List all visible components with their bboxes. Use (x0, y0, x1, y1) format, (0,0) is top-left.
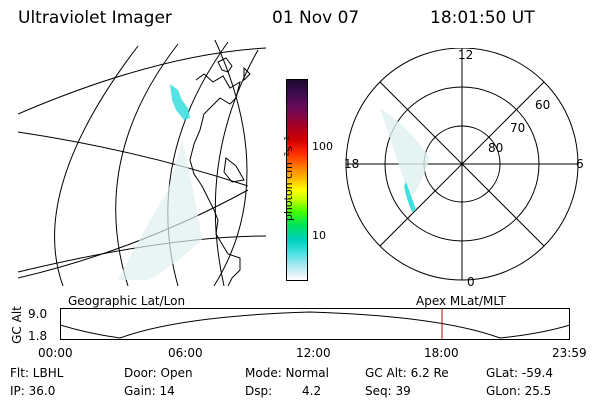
polar-label-6: 6 (576, 157, 584, 171)
time-label: 18:01:50 UT (430, 8, 535, 28)
time-tick-0000: 00:00 (38, 346, 73, 360)
polar-label-0: 0 (467, 275, 475, 289)
polar-label-12: 12 (458, 48, 474, 62)
mode-status: Mode: Normal (245, 366, 329, 380)
colorbar-unit-label: photon cm⁻²s⁻¹ (282, 135, 296, 222)
door-status: Door: Open (124, 366, 193, 380)
gain-status: Gain: 14 (124, 384, 175, 398)
gc-alt-axis-title: GC Alt (9, 306, 24, 344)
gc-alt-status: GC Alt: 6.2 Re (365, 366, 449, 380)
polar-label-18: 18 (344, 157, 360, 171)
geographic-caption: Geographic Lat/Lon (68, 294, 186, 308)
polar-ring-60: 60 (535, 98, 551, 112)
polar-ring-80: 80 (488, 141, 504, 155)
time-tick-0600: 06:00 (168, 346, 203, 360)
glat-status: GLat: -59.4 (486, 366, 553, 380)
time-tick-1200: 12:00 (296, 346, 331, 360)
polar-plot (345, 48, 579, 281)
instrument-title: Ultraviolet Imager (18, 8, 172, 28)
gc-alt-y-bottom: 1.8 (28, 329, 48, 343)
colorbar-tick-100: 100 (312, 140, 333, 153)
polar-ring-70: 70 (510, 121, 526, 135)
dsp-label: Dsp: (245, 384, 273, 398)
glon-status: GLon: 25.5 (486, 384, 552, 398)
geographic-map (18, 40, 266, 286)
apex-caption: Apex MLat/MLT (416, 294, 506, 308)
colorbar (286, 79, 308, 281)
time-tick-2359: 23:59 (552, 346, 587, 360)
date-label: 01 Nov 07 (272, 8, 360, 28)
filter-status: Flt: LBHL (10, 366, 64, 380)
altitude-strip (60, 308, 570, 340)
seq-status: Seq: 39 (365, 384, 411, 398)
colorbar-tick-10: 10 (312, 229, 326, 242)
time-tick-1800: 18:00 (424, 346, 459, 360)
ip-status: IP: 36.0 (10, 384, 56, 398)
gc-alt-y-top: 9.0 (28, 307, 48, 321)
dsp-value: 4.2 (302, 384, 322, 398)
